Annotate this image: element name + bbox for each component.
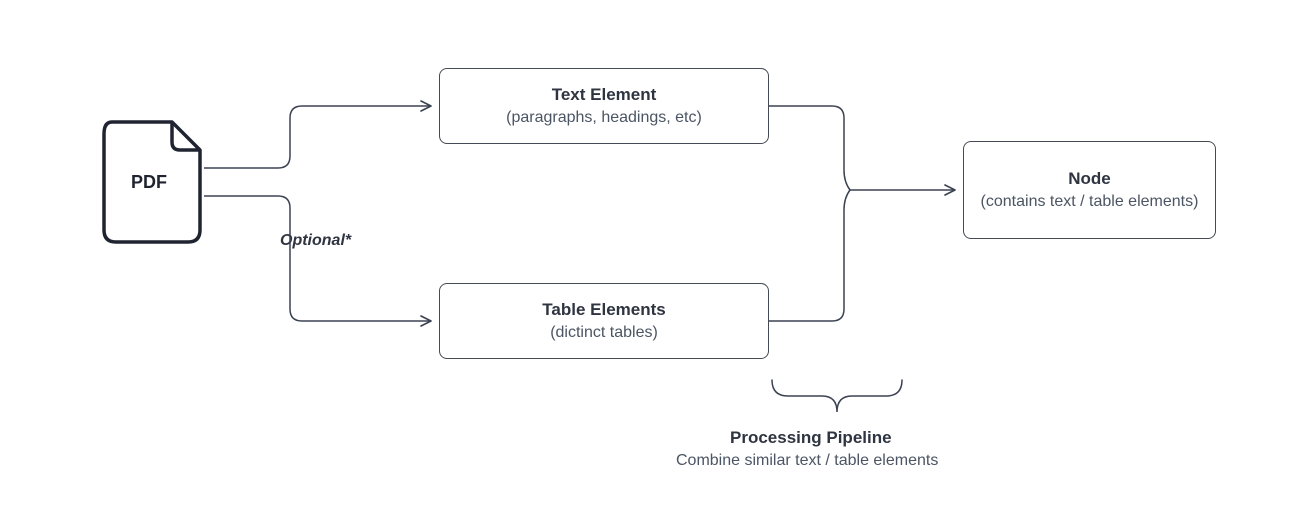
pdf-label: PDF — [131, 172, 167, 193]
output-node: Node (contains text / table elements) — [963, 141, 1216, 239]
edge-table-to-merge — [769, 210, 844, 321]
pipeline-subtitle: Combine similar text / table elements — [676, 452, 938, 470]
output-node-title: Node — [1068, 168, 1111, 190]
optional-label: Optional* — [280, 232, 351, 250]
edge-pdf-to-text — [204, 106, 430, 168]
text-element-node: Text Element (paragraphs, headings, etc) — [439, 68, 769, 144]
text-element-title: Text Element — [552, 84, 657, 106]
output-node-subtitle: (contains text / table elements) — [981, 192, 1199, 213]
table-elements-subtitle: (dictinct tables) — [550, 323, 658, 344]
text-element-subtitle: (paragraphs, headings, etc) — [506, 108, 702, 129]
pipeline-title: Processing Pipeline — [730, 428, 892, 448]
edge-pdf-to-table — [204, 196, 430, 321]
processing-brace — [772, 380, 902, 412]
table-elements-title: Table Elements — [542, 299, 665, 321]
table-elements-node: Table Elements (dictinct tables) — [439, 283, 769, 359]
edge-merge-dip — [844, 170, 850, 210]
edge-text-to-merge — [769, 106, 844, 170]
